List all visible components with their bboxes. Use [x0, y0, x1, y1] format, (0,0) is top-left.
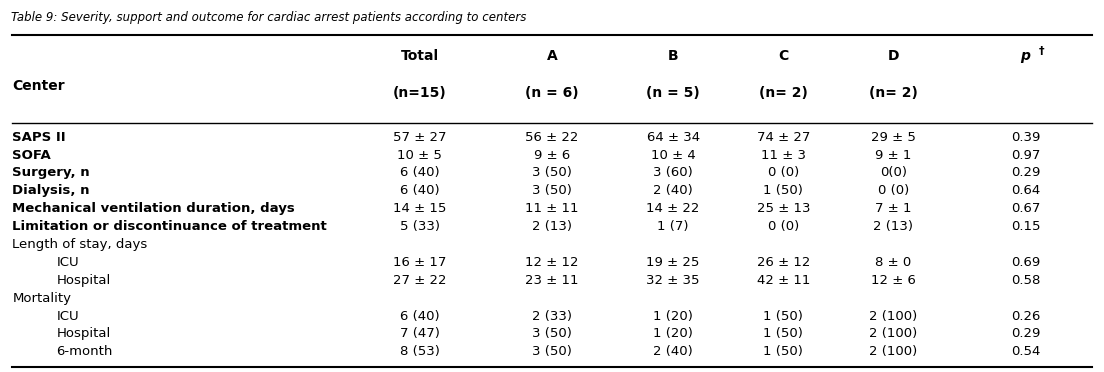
Text: 1 (50): 1 (50): [763, 345, 804, 358]
Text: (n= 2): (n= 2): [758, 86, 808, 100]
Text: 25 ± 13: 25 ± 13: [756, 202, 810, 215]
Text: 0.54: 0.54: [1011, 345, 1040, 358]
Text: 0 (0): 0 (0): [767, 166, 799, 179]
Text: Mechanical ventilation duration, days: Mechanical ventilation duration, days: [12, 202, 295, 215]
Text: †: †: [1039, 46, 1044, 56]
Text: 0.29: 0.29: [1011, 166, 1040, 179]
Text: SOFA: SOFA: [12, 148, 51, 161]
Text: 23 ± 11: 23 ± 11: [526, 274, 578, 287]
Text: 1 (20): 1 (20): [654, 310, 693, 323]
Text: 3 (50): 3 (50): [532, 184, 572, 197]
Text: 42 ± 11: 42 ± 11: [756, 274, 810, 287]
Text: 2 (40): 2 (40): [654, 345, 693, 358]
Text: 26 ± 12: 26 ± 12: [756, 256, 810, 269]
Text: 64 ± 34: 64 ± 34: [647, 131, 700, 144]
Text: 1 (20): 1 (20): [654, 327, 693, 340]
Text: Dialysis, n: Dialysis, n: [12, 184, 89, 197]
Text: 11 ± 3: 11 ± 3: [761, 148, 806, 161]
Text: SAPS II: SAPS II: [12, 131, 66, 144]
Text: p: p: [1020, 49, 1030, 63]
Text: 6 (40): 6 (40): [400, 184, 439, 197]
Text: (n= 2): (n= 2): [869, 86, 917, 100]
Text: Center: Center: [12, 79, 65, 93]
Text: A: A: [546, 49, 558, 63]
Text: 8 ± 0: 8 ± 0: [875, 256, 912, 269]
Text: 2 (100): 2 (100): [869, 310, 917, 323]
Text: 2 (100): 2 (100): [869, 345, 917, 358]
Text: 57 ± 27: 57 ± 27: [393, 131, 447, 144]
Text: 2 (40): 2 (40): [654, 184, 693, 197]
Text: Hospital: Hospital: [56, 327, 110, 340]
Text: 74 ± 27: 74 ± 27: [756, 131, 810, 144]
Text: 0.29: 0.29: [1011, 327, 1040, 340]
Text: C: C: [778, 49, 788, 63]
Text: 14 ± 15: 14 ± 15: [393, 202, 446, 215]
Text: ICU: ICU: [56, 256, 79, 269]
Text: 29 ± 5: 29 ± 5: [871, 131, 916, 144]
Text: 2 (13): 2 (13): [532, 220, 572, 233]
Text: 6 (40): 6 (40): [400, 166, 439, 179]
Text: 3 (50): 3 (50): [532, 327, 572, 340]
Text: D: D: [888, 49, 899, 63]
Text: Table 9: Severity, support and outcome for cardiac arrest patients according to : Table 9: Severity, support and outcome f…: [11, 11, 527, 24]
Text: 10 ± 4: 10 ± 4: [650, 148, 696, 161]
Text: B: B: [668, 49, 679, 63]
Text: 9 ± 1: 9 ± 1: [875, 148, 912, 161]
Text: 0(0): 0(0): [880, 166, 906, 179]
Text: 10 ± 5: 10 ± 5: [397, 148, 443, 161]
Text: Hospital: Hospital: [56, 274, 110, 287]
Text: (n = 5): (n = 5): [646, 86, 700, 100]
Text: 14 ± 22: 14 ± 22: [647, 202, 700, 215]
Text: 32 ± 35: 32 ± 35: [646, 274, 700, 287]
Text: Limitation or discontinuance of treatment: Limitation or discontinuance of treatmen…: [12, 220, 327, 233]
Text: 5 (33): 5 (33): [400, 220, 439, 233]
Text: 1 (50): 1 (50): [763, 310, 804, 323]
Text: 0 (0): 0 (0): [878, 184, 909, 197]
Text: Length of stay, days: Length of stay, days: [12, 238, 148, 251]
Text: 0.26: 0.26: [1011, 310, 1040, 323]
Text: 1 (7): 1 (7): [657, 220, 689, 233]
Text: Mortality: Mortality: [12, 292, 72, 305]
Text: 0.67: 0.67: [1011, 202, 1040, 215]
Text: 0.97: 0.97: [1011, 148, 1040, 161]
Text: 6-month: 6-month: [56, 345, 113, 358]
Text: 1 (50): 1 (50): [763, 184, 804, 197]
Text: 2 (100): 2 (100): [869, 327, 917, 340]
Text: 12 ± 12: 12 ± 12: [526, 256, 578, 269]
Text: 2 (33): 2 (33): [532, 310, 572, 323]
Text: 7 ± 1: 7 ± 1: [875, 202, 912, 215]
Text: 0.69: 0.69: [1011, 256, 1040, 269]
Text: 12 ± 6: 12 ± 6: [871, 274, 916, 287]
Text: 19 ± 25: 19 ± 25: [647, 256, 700, 269]
Text: 56 ± 22: 56 ± 22: [526, 131, 578, 144]
Text: 3 (60): 3 (60): [654, 166, 693, 179]
Text: 0 (0): 0 (0): [767, 220, 799, 233]
Text: 0.39: 0.39: [1011, 131, 1040, 144]
Text: 0.15: 0.15: [1011, 220, 1040, 233]
Text: ICU: ICU: [56, 310, 79, 323]
Text: 11 ± 11: 11 ± 11: [526, 202, 578, 215]
Text: 6 (40): 6 (40): [400, 310, 439, 323]
Text: 27 ± 22: 27 ± 22: [393, 274, 447, 287]
Text: 0.64: 0.64: [1011, 184, 1040, 197]
Text: 16 ± 17: 16 ± 17: [393, 256, 446, 269]
Text: 0.58: 0.58: [1011, 274, 1040, 287]
Text: 8 (53): 8 (53): [400, 345, 439, 358]
Text: 3 (50): 3 (50): [532, 345, 572, 358]
Text: 3 (50): 3 (50): [532, 166, 572, 179]
Text: 1 (50): 1 (50): [763, 327, 804, 340]
Text: 7 (47): 7 (47): [400, 327, 439, 340]
Text: Total: Total: [401, 49, 439, 63]
Text: 9 ± 6: 9 ± 6: [534, 148, 570, 161]
Text: Surgery, n: Surgery, n: [12, 166, 91, 179]
Text: 2 (13): 2 (13): [873, 220, 913, 233]
Text: (n = 6): (n = 6): [526, 86, 578, 100]
Text: (n=15): (n=15): [393, 86, 447, 100]
